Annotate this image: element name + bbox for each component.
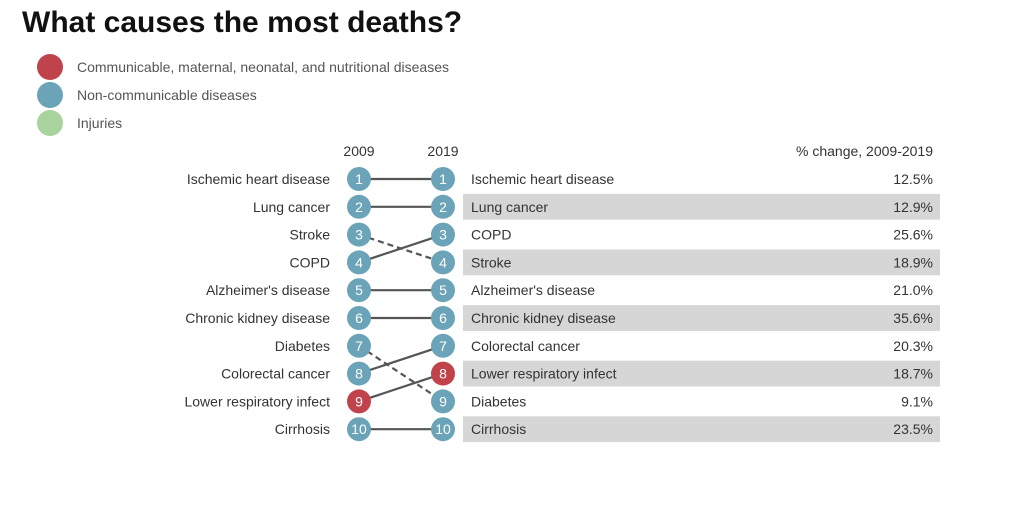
rank-2019-marker-5	[431, 278, 455, 303]
legend-item-communicable: Communicable, maternal, neonatal, and nu…	[37, 54, 449, 80]
table-row-band-2	[463, 193, 940, 220]
rank-2009-marker-8	[347, 361, 371, 386]
connector-colorectal-cancer	[358, 344, 444, 375]
rank-2019-number-6: 6	[439, 310, 447, 326]
column-header-change: % change, 2009-2019	[796, 143, 933, 159]
left-label-stroke: Stroke	[290, 227, 331, 243]
right-label-lung-cancer: Lung cancer	[471, 199, 548, 215]
rank-2009-number-2: 2	[355, 199, 363, 215]
change-value-lower-respiratory-infect: 18.7%	[893, 366, 933, 382]
rank-2009-marker-10	[347, 417, 371, 442]
left-label-ischemic-heart-disease: Ischemic heart disease	[187, 171, 330, 187]
change-value-stroke: 18.9%	[893, 254, 933, 270]
right-label-alzheimer-s-disease: Alzheimer's disease	[471, 282, 595, 298]
rank-2009-marker-6	[347, 306, 371, 330]
rank-2019-marker-4	[431, 250, 455, 275]
column-header-2019: 2019	[427, 143, 458, 159]
rank-2019-marker-9	[431, 389, 455, 414]
legend-label-noncommunicable: Non-communicable diseases	[77, 87, 257, 103]
rank-2019-number-10: 10	[435, 421, 451, 437]
rank-2009-marker-3	[347, 222, 371, 247]
left-label-lower-respiratory-infect: Lower respiratory infect	[184, 393, 330, 409]
change-value-colorectal-cancer: 20.3%	[893, 338, 933, 354]
rank-2019-marker-3	[431, 222, 455, 247]
rank-2019-number-7: 7	[439, 338, 447, 354]
rank-2009-marker-5	[347, 278, 371, 303]
right-label-stroke: Stroke	[471, 254, 512, 270]
left-label-cirrhosis: Cirrhosis	[275, 421, 330, 437]
legend-swatch-communicable	[37, 54, 63, 80]
change-value-lung-cancer: 12.9%	[893, 199, 933, 215]
right-label-chronic-kidney-disease: Chronic kidney disease	[471, 310, 616, 326]
right-label-ischemic-heart-disease: Ischemic heart disease	[471, 171, 614, 187]
table-row-band-4	[463, 249, 940, 276]
change-value-ischemic-heart-disease: 12.5%	[893, 171, 933, 187]
rank-2009-marker-2	[347, 194, 371, 219]
rank-2009-marker-9	[347, 389, 371, 414]
rank-2009-number-1: 1	[355, 171, 363, 187]
rank-2009-number-3: 3	[355, 227, 363, 243]
rank-2009-number-6: 6	[355, 310, 363, 326]
right-label-lower-respiratory-infect: Lower respiratory infect	[471, 366, 617, 382]
rank-2019-number-3: 3	[439, 227, 447, 243]
left-label-copd: COPD	[290, 254, 330, 270]
rank-2019-number-8: 8	[439, 366, 447, 382]
change-value-alzheimer-s-disease: 21.0%	[893, 282, 933, 298]
legend-swatch-injuries	[37, 110, 63, 136]
rank-2009-number-7: 7	[355, 338, 363, 354]
rank-2019-number-9: 9	[439, 393, 447, 409]
rank-2019-number-1: 1	[439, 171, 447, 187]
rank-2009-marker-4	[347, 250, 371, 275]
right-label-colorectal-cancer: Colorectal cancer	[471, 338, 580, 354]
column-header-2009: 2009	[343, 143, 374, 159]
change-value-copd: 25.6%	[893, 227, 933, 243]
rank-2009-number-9: 9	[355, 393, 363, 409]
change-value-diabetes: 9.1%	[901, 393, 933, 409]
rank-2019-number-2: 2	[439, 199, 447, 215]
connector-copd	[358, 233, 444, 264]
legend-swatch-noncommunicable	[37, 82, 63, 108]
table-row-band-6	[463, 305, 940, 331]
rank-2019-marker-2	[431, 194, 455, 219]
connector-lower-respiratory-infect	[358, 372, 444, 403]
rank-2019-marker-6	[431, 306, 455, 330]
rank-2009-number-10: 10	[351, 421, 367, 437]
right-label-cirrhosis: Cirrhosis	[471, 421, 526, 437]
rank-2019-marker-7	[431, 333, 455, 358]
left-label-chronic-kidney-disease: Chronic kidney disease	[185, 310, 330, 326]
change-value-chronic-kidney-disease: 35.6%	[893, 310, 933, 326]
rank-2019-number-5: 5	[439, 282, 447, 298]
table-row-band-8	[463, 360, 940, 387]
rank-2019-marker-10	[431, 417, 455, 442]
rank-2009-number-8: 8	[355, 366, 363, 382]
rank-2019-number-4: 4	[439, 254, 447, 270]
left-label-alzheimer-s-disease: Alzheimer's disease	[206, 282, 330, 298]
right-label-diabetes: Diabetes	[471, 393, 526, 409]
left-label-diabetes: Diabetes	[275, 338, 330, 354]
right-label-copd: COPD	[471, 227, 511, 243]
rank-2019-marker-8	[431, 361, 455, 386]
table-row-band-10	[463, 416, 940, 443]
connector-diabetes	[358, 344, 444, 403]
left-label-colorectal-cancer: Colorectal cancer	[221, 366, 330, 382]
legend-item-noncommunicable: Non-communicable diseases	[37, 82, 257, 108]
rank-2009-number-4: 4	[355, 254, 363, 270]
rank-2009-number-5: 5	[355, 282, 363, 298]
legend-label-injuries: Injuries	[77, 115, 123, 131]
legend-item-injuries: Injuries	[37, 110, 122, 136]
rank-2009-marker-1	[347, 167, 371, 191]
rank-2019-marker-1	[431, 167, 455, 191]
legend-label-communicable: Communicable, maternal, neonatal, and nu…	[77, 59, 449, 75]
chart-title: What causes the most deaths?	[22, 6, 463, 39]
left-label-lung-cancer: Lung cancer	[253, 199, 330, 215]
rank-2009-marker-7	[347, 333, 371, 358]
change-value-cirrhosis: 23.5%	[893, 421, 933, 437]
